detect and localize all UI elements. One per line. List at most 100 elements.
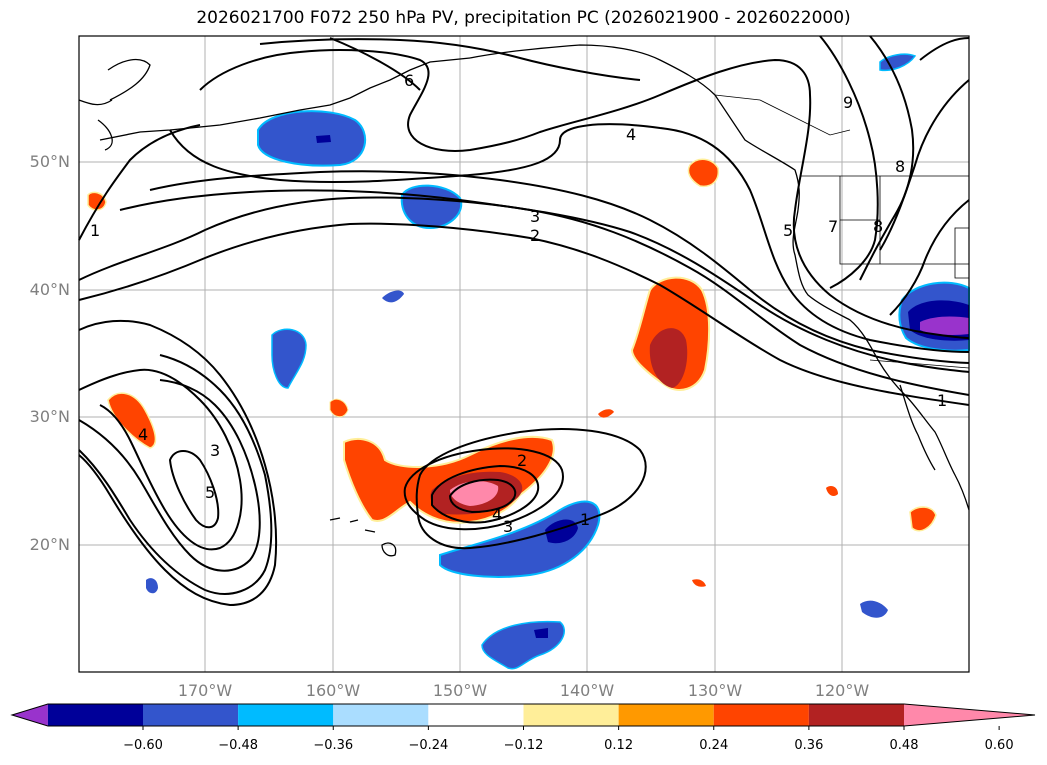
precip-blob-small-2 [329, 398, 349, 418]
colorbar-box [143, 704, 239, 726]
pv-contour-west-2 [78, 379, 261, 572]
coast-westcoast [792, 209, 970, 511]
lon-label-160: 160°W [305, 681, 361, 700]
pv-label-4-hawaii: 4 [492, 505, 502, 524]
colorbar-box [808, 704, 904, 726]
pv-contour-west-core [168, 450, 220, 529]
lat-label-30: 30°N [29, 407, 70, 426]
map-frame [78, 35, 970, 673]
pv-contour-east-4 [889, 199, 970, 316]
pv-label-2-north: 2 [530, 226, 540, 245]
pv-label-2-hawaii: 2 [517, 451, 527, 470]
pv-label-4-north: 4 [626, 125, 636, 144]
colorbar-tick-label: 0.24 [699, 738, 729, 753]
pv-contour-hawaii-2 [403, 447, 564, 531]
colorbar-extend-max [904, 704, 1035, 726]
pv-label-5-east: 5 [783, 221, 793, 240]
precip-blob-mexico [909, 506, 937, 532]
precip-blob-far-west [87, 191, 107, 211]
colorbar-box [713, 704, 809, 726]
colorbar-tick-label: 0.48 [889, 738, 919, 753]
pv-label-1-hawaii: 1 [580, 510, 590, 529]
lat-label-20: 20°N [29, 535, 70, 554]
coast-baja [899, 384, 936, 471]
pv-contour-west-1 [78, 368, 243, 551]
colorbar-box [428, 704, 524, 726]
precip-blob-aleutian [257, 110, 366, 167]
precip-blob-oregon [687, 158, 720, 188]
precip-blob-small-3 [598, 409, 614, 418]
pv-label-3-hawaii: 3 [503, 517, 513, 536]
pv-contour-east-3 [879, 37, 970, 251]
pv-label-8-east: 8 [873, 217, 883, 236]
precip-blob-midpacific [271, 328, 307, 389]
lat-label-40: 40°N [29, 280, 70, 299]
colorbar-box [47, 704, 143, 726]
coast-hawaii [329, 517, 397, 557]
pv-contour-north-2 [78, 222, 970, 406]
pv-contour-1-west [78, 124, 201, 241]
pv-label-8-east-2: 8 [895, 157, 905, 176]
pv-contour-north-4 [149, 170, 970, 364]
lon-label-120: 120°W [814, 681, 870, 700]
pv-contours [78, 35, 970, 607]
colorbar-tick-label: 0.36 [794, 738, 824, 753]
lon-label-150: 150°W [432, 681, 488, 700]
colorbar-tick-label: 0.60 [984, 738, 1014, 753]
colorbar-box [333, 704, 429, 726]
pv-contour-north-8 [329, 37, 421, 91]
precip-negative-areas [146, 53, 970, 670]
pv-label-3-west: 3 [210, 441, 220, 460]
borders [714, 94, 970, 369]
pv-label-9-east: 9 [843, 93, 853, 112]
precip-blob-north-pacific [400, 184, 463, 230]
lon-label-140: 140°W [559, 681, 615, 700]
precip-blob-se [860, 600, 888, 618]
border-us-mexico [869, 359, 970, 369]
precip-min-california [920, 316, 969, 335]
border-alaska-canada [714, 94, 851, 136]
lat-label-50: 50°N [29, 152, 70, 171]
precip-blob-small-1 [382, 290, 404, 303]
colorbar-tick-label: −0.12 [503, 738, 544, 753]
colorbar-box [618, 704, 714, 726]
pv-contour-hawaii-1 [415, 428, 647, 550]
precip-max-hawaii [450, 481, 499, 506]
pv-label-7-east: 7 [828, 217, 838, 236]
grid-lines [79, 36, 969, 672]
pv-label-6-north: 6 [404, 71, 414, 90]
precip-core-aleutian [316, 135, 331, 143]
pv-label-1-west: 1 [90, 221, 100, 240]
pv-label-4-west: 4 [138, 425, 148, 444]
pv-contour-hawaii-4 [448, 478, 517, 514]
pv-label-5-west: 5 [205, 483, 215, 502]
colorbar-box [238, 704, 334, 726]
colorbar-tick-label: −0.24 [408, 738, 449, 753]
pv-contour-east-2 [859, 35, 915, 281]
chart-title: 2026021700 F072 250 hPa PV, precipitatio… [196, 8, 851, 28]
colorbar-extend-min [12, 704, 48, 726]
contour-labels: 1 3 2 4 6 1 5 7 8 9 8 2 4 3 1 3 5 4 [90, 71, 947, 536]
pv-label-1-east: 1 [937, 391, 947, 410]
precip-core-south [534, 628, 548, 638]
precip-blob-small-4 [826, 486, 838, 496]
colorbar-outline [10, 703, 1036, 727]
colorbar-tick-label: 0.12 [604, 738, 634, 753]
precip-core-east-pacific [649, 328, 688, 388]
pv-contour-hawaii-3 [431, 464, 540, 524]
pv-contour-north-6 [199, 49, 970, 339]
precip-blob-small-5 [692, 579, 706, 587]
colorbar [10, 703, 1036, 730]
colorbar-tick-label: −0.48 [218, 738, 259, 753]
pv-contour-east-1 [819, 35, 879, 289]
pv-contour-west-3 [78, 354, 273, 595]
lon-label-170: 170°W [177, 681, 233, 700]
pv-contour-west-4 [78, 319, 278, 607]
pv-contour-north-5 [169, 123, 970, 353]
coast-siberia [78, 58, 151, 151]
pv-contour-north-3 [119, 189, 970, 373]
pv-label-3-north: 3 [530, 207, 540, 226]
coast-alaska [469, 44, 800, 211]
colorbar-tick-label: −0.60 [123, 738, 163, 753]
